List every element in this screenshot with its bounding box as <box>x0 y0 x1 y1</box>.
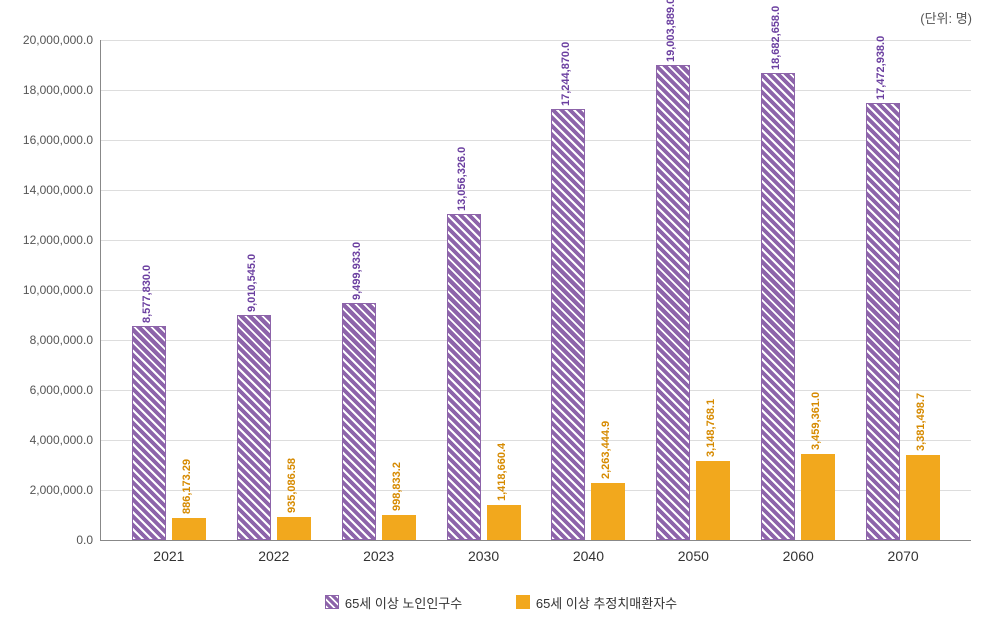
bar-value-label: 3,148,768.1 <box>705 399 717 457</box>
swatch-orange-icon <box>516 595 530 609</box>
bar-series1: 17,244,870.0 <box>551 109 585 540</box>
ytick-label: 8,000,000.0 <box>30 333 101 347</box>
bar-value-label: 3,459,361.0 <box>810 391 822 449</box>
bar-value-label: 18,682,658.0 <box>770 6 782 70</box>
bar-value-label: 9,010,545.0 <box>246 254 258 312</box>
bar-series2: 2,263,444.9 <box>591 483 625 540</box>
grid-line <box>101 490 971 491</box>
unit-label: (단위: 명) <box>920 8 972 27</box>
swatch-purple-icon <box>325 595 339 609</box>
ytick-label: 6,000,000.0 <box>30 383 101 397</box>
xtick-label: 2070 <box>888 540 919 564</box>
grid-line <box>101 290 971 291</box>
xtick-label: 2021 <box>153 540 184 564</box>
bar-series2: 1,418,660.4 <box>487 505 521 540</box>
ytick-label: 4,000,000.0 <box>30 433 101 447</box>
grid-line <box>101 190 971 191</box>
bar-series2: 935,086.58 <box>277 517 311 540</box>
plot-area: 0.02,000,000.04,000,000.06,000,000.08,00… <box>100 40 971 541</box>
grid-line <box>101 240 971 241</box>
legend: 65세 이상 노인인구수 65세 이상 추정치매환자수 <box>0 593 1002 613</box>
xtick-label: 2060 <box>783 540 814 564</box>
bar-series1: 19,003,889.0 <box>656 65 690 540</box>
ytick-label: 18,000,000.0 <box>23 83 101 97</box>
ytick-label: 12,000,000.0 <box>23 233 101 247</box>
ytick-label: 0.0 <box>76 533 101 547</box>
legend-item-series2: 65세 이상 추정치매환자수 <box>516 593 677 612</box>
xtick-label: 2040 <box>573 540 604 564</box>
bar-value-label: 2,263,444.9 <box>600 421 612 479</box>
grid-line <box>101 140 971 141</box>
bar-value-label: 17,472,938.0 <box>875 36 887 100</box>
xtick-label: 2023 <box>363 540 394 564</box>
bar-series2: 3,148,768.1 <box>696 461 730 540</box>
grid-line <box>101 390 971 391</box>
legend-label-series1: 65세 이상 노인인구수 <box>345 593 462 612</box>
bar-value-label: 886,173.29 <box>181 459 193 514</box>
ytick-label: 14,000,000.0 <box>23 183 101 197</box>
bar-value-label: 1,418,660.4 <box>496 442 508 500</box>
bar-series1: 13,056,326.0 <box>447 214 481 540</box>
bar-value-label: 8,577,830.0 <box>141 264 153 322</box>
bar-series1: 8,577,830.0 <box>132 326 166 540</box>
ytick-label: 20,000,000.0 <box>23 33 101 47</box>
bar-value-label: 17,244,870.0 <box>560 42 572 106</box>
bar-series1: 9,010,545.0 <box>237 315 271 540</box>
legend-label-series2: 65세 이상 추정치매환자수 <box>536 593 677 612</box>
bar-series2: 3,459,361.0 <box>801 454 835 540</box>
bar-value-label: 998,833.2 <box>391 462 403 511</box>
xtick-label: 2050 <box>678 540 709 564</box>
grid-line <box>101 340 971 341</box>
bar-series2: 886,173.29 <box>172 518 206 540</box>
bar-series1: 9,499,933.0 <box>342 303 376 540</box>
bar-series2: 3,381,498.7 <box>906 455 940 540</box>
bar-series2: 998,833.2 <box>382 515 416 540</box>
legend-item-series1: 65세 이상 노인인구수 <box>325 593 462 612</box>
ytick-label: 2,000,000.0 <box>30 483 101 497</box>
grid-line <box>101 90 971 91</box>
bar-value-label: 935,086.58 <box>286 458 298 513</box>
bar-value-label: 13,056,326.0 <box>456 146 468 210</box>
ytick-label: 16,000,000.0 <box>23 133 101 147</box>
xtick-label: 2022 <box>258 540 289 564</box>
chart-container: (단위: 명) 0.02,000,000.04,000,000.06,000,0… <box>0 0 1002 622</box>
bar-value-label: 3,381,498.7 <box>915 393 927 451</box>
grid-line <box>101 40 971 41</box>
xtick-label: 2030 <box>468 540 499 564</box>
grid-line <box>101 440 971 441</box>
bar-series1: 17,472,938.0 <box>866 103 900 540</box>
bar-value-label: 19,003,889.0 <box>665 0 677 62</box>
ytick-label: 10,000,000.0 <box>23 283 101 297</box>
bar-series1: 18,682,658.0 <box>761 73 795 540</box>
bar-value-label: 9,499,933.0 <box>351 241 363 299</box>
